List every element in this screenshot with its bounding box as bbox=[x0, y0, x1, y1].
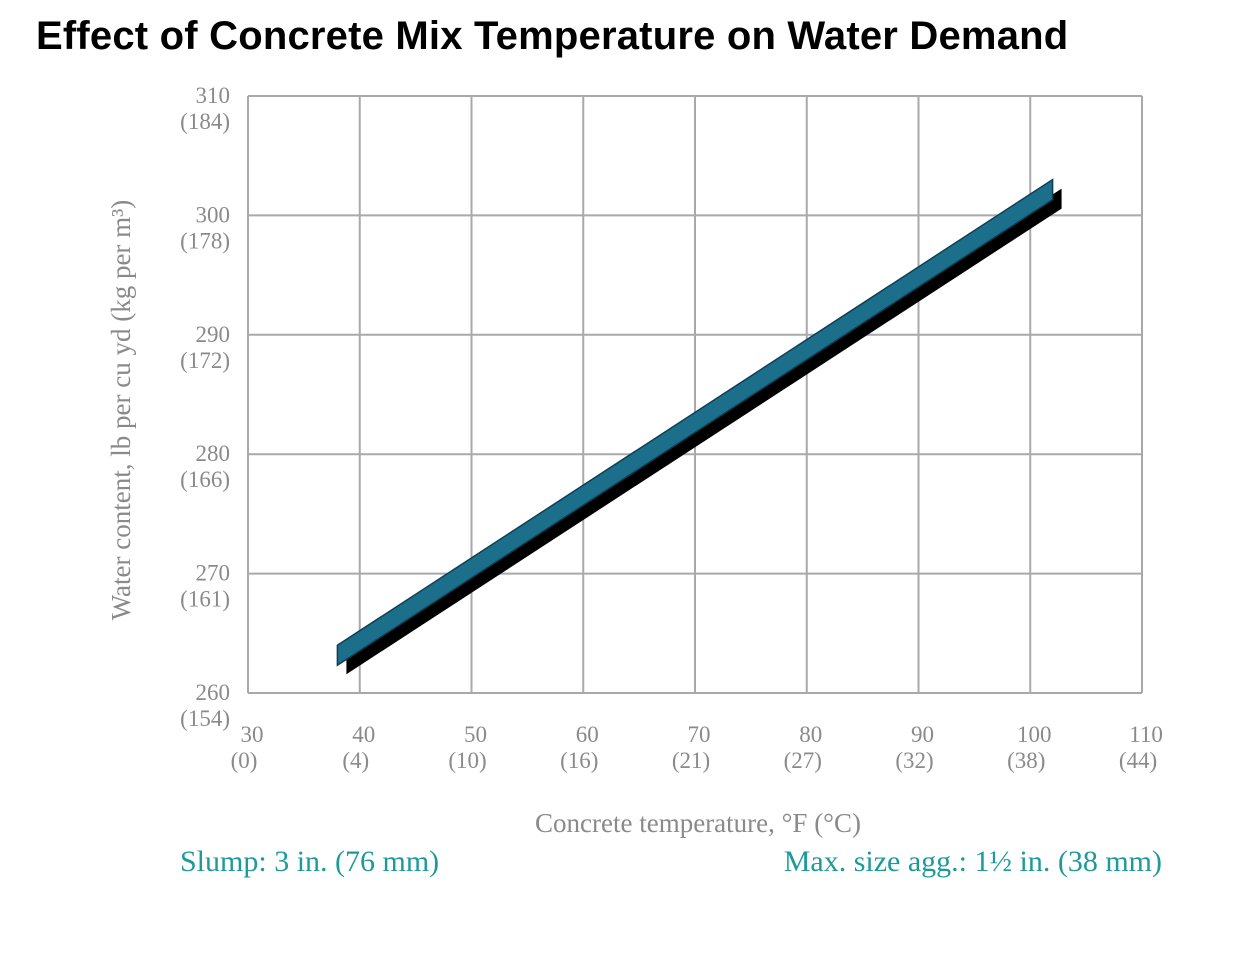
y-axis-label: Water content, lb per cu yd (kg per m³) bbox=[106, 200, 136, 621]
y-tick-label: 280 bbox=[196, 441, 231, 466]
x-tick-sublabel: (21) bbox=[672, 748, 710, 773]
y-tick-sublabel: (178) bbox=[180, 228, 230, 253]
tick-labels: 30(0) 40(4) 50(10) 60(16) 70(21) 80(27) 90(32)… bbox=[180, 83, 1163, 773]
y-tick-sublabel: (166) bbox=[180, 467, 230, 492]
x-tick-label: 110 bbox=[1129, 722, 1163, 747]
x-tick-label: 40 bbox=[352, 722, 375, 747]
x-axis-label: Concrete temperature, °F (°C) bbox=[535, 808, 861, 838]
x-tick-sublabel: (32) bbox=[895, 748, 933, 773]
grid bbox=[247, 95, 1143, 694]
y-tick-sublabel: (161) bbox=[180, 587, 230, 612]
x-tick-sublabel: (0) bbox=[231, 748, 258, 773]
y-tick-sublabel: (154) bbox=[180, 706, 230, 731]
series bbox=[336, 178, 1062, 675]
x-tick-label: 90 bbox=[911, 722, 934, 747]
x-tick-label: 80 bbox=[799, 722, 822, 747]
x-tick-label: 30 bbox=[241, 722, 264, 747]
y-tick-label: 300 bbox=[196, 202, 231, 227]
slump-note: Slump: 3 in. (76 mm) bbox=[180, 845, 440, 878]
y-tick-label: 260 bbox=[196, 680, 231, 705]
series-band bbox=[336, 178, 1054, 667]
aggregate-size-note: Max. size agg.: 1½ in. (38 mm) bbox=[783, 845, 1162, 878]
y-tick-label: 290 bbox=[196, 322, 231, 347]
x-tick-label: 70 bbox=[688, 722, 711, 747]
x-tick-sublabel: (10) bbox=[448, 748, 486, 773]
x-tick-label: 50 bbox=[464, 722, 487, 747]
x-tick-label: 60 bbox=[576, 722, 599, 747]
y-tick-sublabel: (172) bbox=[180, 348, 230, 373]
x-tick-sublabel: (27) bbox=[784, 748, 822, 773]
y-tick-label: 310 bbox=[196, 83, 231, 108]
y-tick-label: 270 bbox=[196, 561, 231, 586]
x-tick-sublabel: (16) bbox=[560, 748, 598, 773]
chart-title: Effect of Concrete Mix Temperature on Wa… bbox=[36, 14, 1069, 58]
x-tick-sublabel: (38) bbox=[1007, 748, 1045, 773]
x-tick-sublabel: (44) bbox=[1119, 748, 1157, 773]
x-tick-sublabel: (4) bbox=[342, 748, 369, 773]
x-tick-label: 100 bbox=[1017, 722, 1052, 747]
y-tick-sublabel: (184) bbox=[180, 109, 230, 134]
